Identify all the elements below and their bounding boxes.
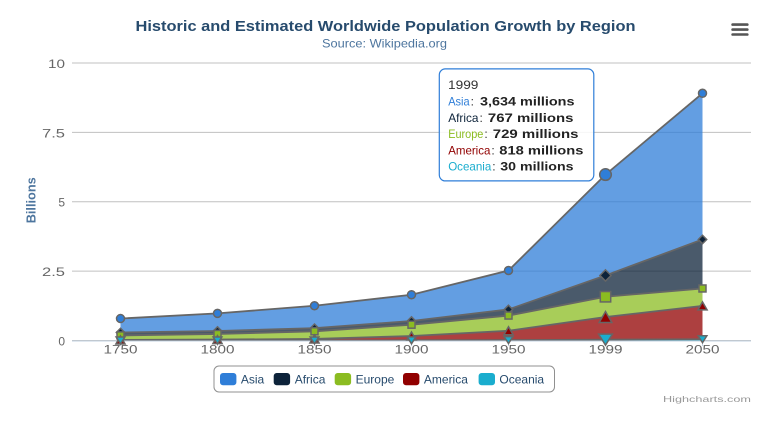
svg-text:1999: 1999 xyxy=(448,78,479,92)
svg-text::: : xyxy=(471,95,474,109)
svg-text::: : xyxy=(491,143,494,157)
svg-text::: : xyxy=(480,111,483,125)
svg-text:America: America xyxy=(424,373,468,387)
svg-text:1999: 1999 xyxy=(589,343,623,357)
svg-text:Historic and Estimated Worldwi: Historic and Estimated Worldwide Populat… xyxy=(136,19,636,35)
svg-text:Highcharts.com: Highcharts.com xyxy=(663,394,751,404)
svg-text:1900: 1900 xyxy=(395,343,429,357)
svg-text:Source: Wikipedia.org: Source: Wikipedia.org xyxy=(322,37,447,51)
svg-text:2050: 2050 xyxy=(686,343,720,357)
svg-text:Oceania: Oceania xyxy=(499,373,544,387)
svg-text:1800: 1800 xyxy=(201,343,235,357)
svg-text:767 millions: 767 millions xyxy=(488,111,574,125)
svg-text:7.5: 7.5 xyxy=(42,126,65,140)
svg-text:Europe: Europe xyxy=(356,373,395,387)
svg-text:Asia: Asia xyxy=(241,373,265,387)
svg-text:America: America xyxy=(448,143,491,157)
svg-text:10: 10 xyxy=(48,57,65,71)
svg-text:729 millions: 729 millions xyxy=(493,127,579,141)
svg-text:2.5: 2.5 xyxy=(42,265,65,279)
svg-text:Billions: Billions xyxy=(24,177,39,223)
svg-text:Oceania: Oceania xyxy=(448,160,491,174)
svg-text:1950: 1950 xyxy=(492,343,526,357)
svg-text:818 millions: 818 millions xyxy=(499,143,583,157)
svg-text:0: 0 xyxy=(58,334,65,348)
svg-text::: : xyxy=(484,127,487,141)
svg-text:30 millions: 30 millions xyxy=(500,160,574,174)
svg-text:Europe: Europe xyxy=(448,127,483,141)
svg-text:3,634 millions: 3,634 millions xyxy=(480,95,575,109)
svg-text:Asia: Asia xyxy=(448,95,470,109)
svg-text:Africa: Africa xyxy=(448,111,479,125)
svg-text:1750: 1750 xyxy=(104,343,138,357)
svg-text:5: 5 xyxy=(58,196,65,210)
svg-text:1850: 1850 xyxy=(298,343,332,357)
svg-text:Africa: Africa xyxy=(295,373,326,387)
svg-text::: : xyxy=(492,160,495,174)
